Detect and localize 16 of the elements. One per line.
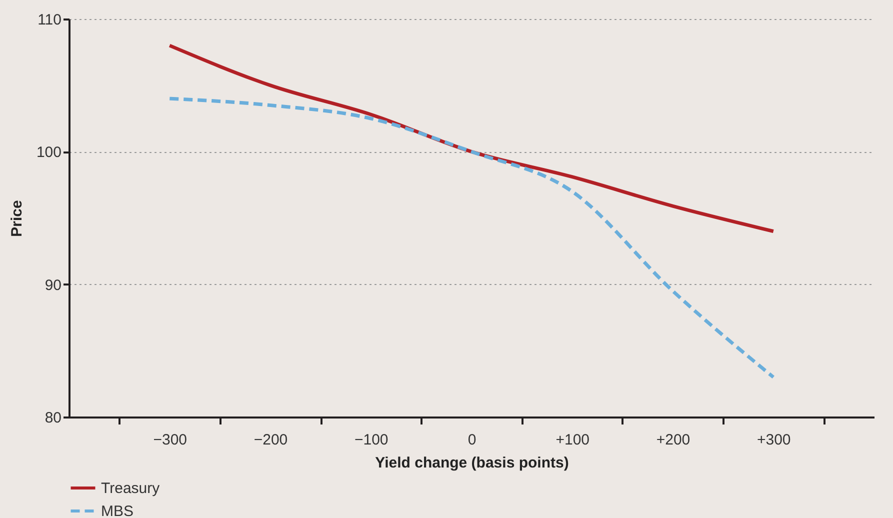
x-tick-label: +100 xyxy=(556,432,590,448)
y-tick-label: 80 xyxy=(44,410,62,426)
y-axis-title: Price xyxy=(8,200,26,237)
y-tick-label: 90 xyxy=(44,276,62,294)
y-tick-label: 110 xyxy=(38,12,62,28)
x-tick-label: −300 xyxy=(153,432,188,448)
x-tick-label: 0 xyxy=(468,432,476,448)
x-axis-title: Yield change (basis points) xyxy=(375,454,569,472)
legend-label: Treasury xyxy=(101,480,160,497)
x-tick-label: +300 xyxy=(756,432,791,448)
x-tick-label: −200 xyxy=(254,432,288,448)
line-series xyxy=(168,96,776,379)
y-tick-label: 100 xyxy=(36,144,62,162)
x-tick-label: +200 xyxy=(656,432,690,448)
x-tick-label: −100 xyxy=(354,432,388,448)
legend-label: MBS xyxy=(101,503,134,518)
